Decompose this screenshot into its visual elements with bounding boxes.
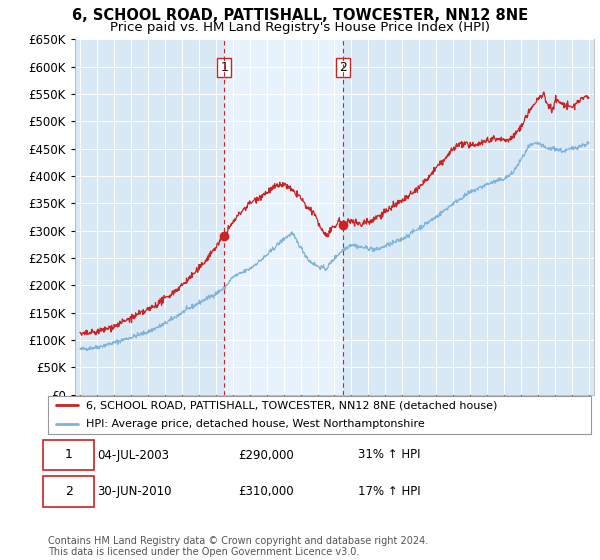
Text: HPI: Average price, detached house, West Northamptonshire: HPI: Average price, detached house, West… [86,419,425,430]
Text: 04-JUL-2003: 04-JUL-2003 [97,449,169,461]
Text: 17% ↑ HPI: 17% ↑ HPI [358,485,420,498]
FancyBboxPatch shape [43,476,94,507]
Text: 31% ↑ HPI: 31% ↑ HPI [358,449,420,461]
Text: £310,000: £310,000 [238,485,293,498]
Text: Contains HM Land Registry data © Crown copyright and database right 2024.
This d: Contains HM Land Registry data © Crown c… [48,535,428,557]
Bar [224,39,343,395]
Text: 6, SCHOOL ROAD, PATTISHALL, TOWCESTER, NN12 8NE (detached house): 6, SCHOOL ROAD, PATTISHALL, TOWCESTER, N… [86,400,497,410]
Text: £290,000: £290,000 [238,449,294,461]
Text: 1: 1 [65,449,73,461]
Text: 30-JUN-2010: 30-JUN-2010 [97,485,172,498]
Text: 2: 2 [339,61,347,74]
FancyBboxPatch shape [43,440,94,470]
Text: 2: 2 [65,485,73,498]
Text: Price paid vs. HM Land Registry's House Price Index (HPI): Price paid vs. HM Land Registry's House … [110,21,490,34]
Text: 1: 1 [220,61,228,74]
Text: 6, SCHOOL ROAD, PATTISHALL, TOWCESTER, NN12 8NE: 6, SCHOOL ROAD, PATTISHALL, TOWCESTER, N… [72,8,528,24]
